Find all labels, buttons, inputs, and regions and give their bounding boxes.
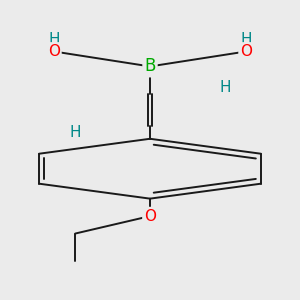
Text: H: H [70, 125, 81, 140]
Text: H: H [240, 32, 252, 46]
Text: O: O [48, 44, 60, 59]
Text: O: O [240, 44, 252, 59]
Text: B: B [144, 57, 156, 75]
Text: H: H [219, 80, 230, 95]
Text: H: H [48, 32, 60, 46]
Text: O: O [144, 208, 156, 224]
